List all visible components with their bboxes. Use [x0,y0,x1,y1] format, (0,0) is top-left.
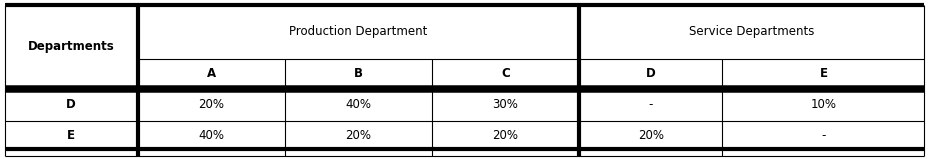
Text: E: E [67,129,75,142]
Text: Service Departments: Service Departments [689,25,815,38]
Text: -: - [821,129,826,142]
Text: A: A [207,67,216,80]
Text: 20%: 20% [345,129,371,142]
Text: E: E [819,67,828,80]
Text: -: - [649,98,653,111]
Text: 20%: 20% [638,129,664,142]
Text: 30%: 30% [492,98,519,111]
Text: D: D [646,67,655,80]
Text: 40%: 40% [198,129,224,142]
Text: 20%: 20% [198,98,224,111]
Text: B: B [354,67,363,80]
Text: Production Department: Production Department [290,25,427,38]
Text: 10%: 10% [811,98,836,111]
Text: 20%: 20% [492,129,519,142]
Text: Departments: Departments [28,40,115,53]
Text: 40%: 40% [345,98,371,111]
Text: D: D [66,98,76,111]
Text: C: C [501,67,510,80]
